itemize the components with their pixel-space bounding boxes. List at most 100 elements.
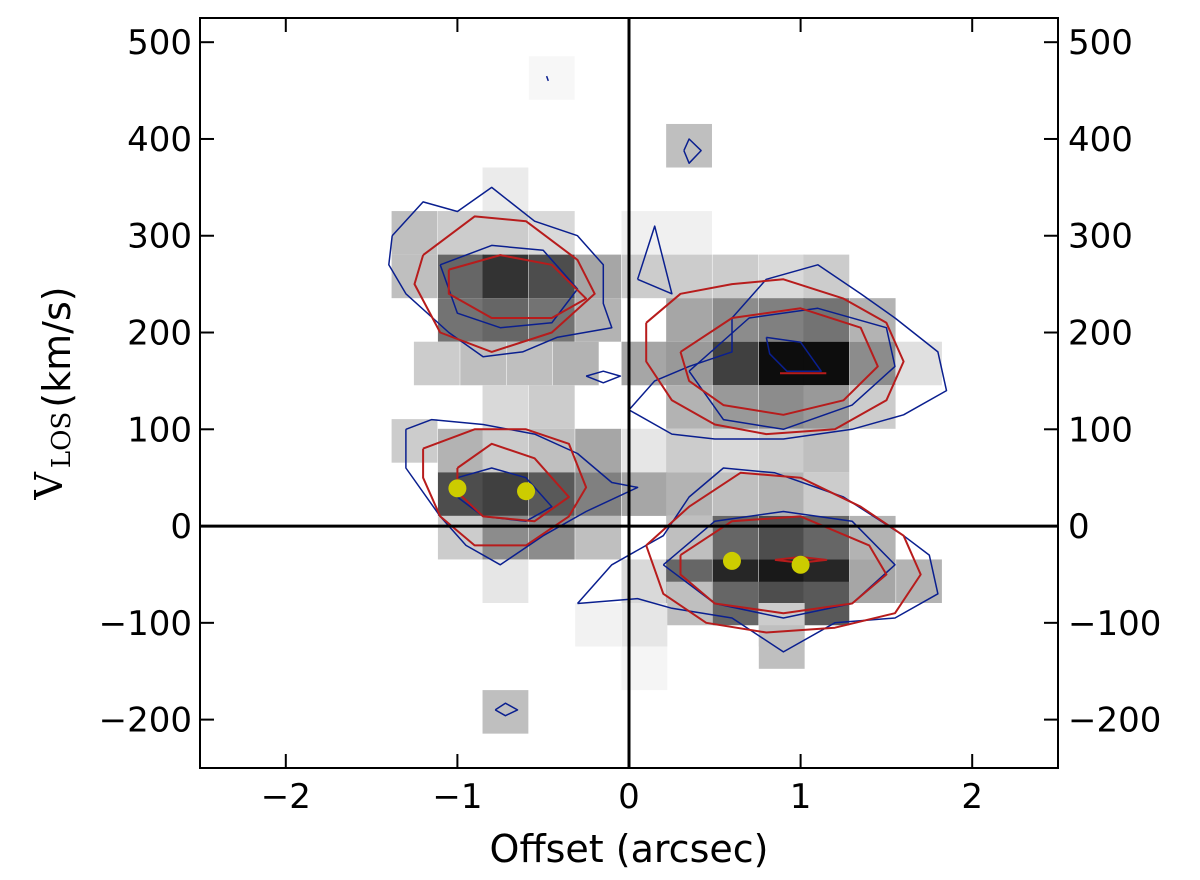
axis-ticks [200, 18, 1058, 768]
red-contour [774, 556, 828, 564]
red-contour [413, 215, 596, 353]
intensity-cell [758, 428, 805, 473]
intensity-cell [758, 385, 805, 429]
intensity-cell [803, 428, 850, 473]
intensity-cell [758, 298, 805, 342]
y-tick-labels-left: 500 400 300 200 100 0 −100 −200 [99, 23, 192, 740]
y-tick-label-right: 500 [1068, 23, 1133, 63]
y-tick-label: −200 [99, 701, 192, 741]
y-tick-label-right: 300 [1068, 217, 1133, 257]
y-tick-label: 100 [127, 410, 192, 450]
x-tick-label: −1 [432, 777, 482, 817]
intensity-cell [528, 385, 575, 429]
x-tick-label: 2 [961, 777, 983, 817]
red-contour [679, 515, 888, 615]
blue-contour [494, 702, 519, 717]
y-tick-label-right: −200 [1068, 701, 1161, 741]
intensity-cell [482, 428, 529, 473]
intensity-cell [803, 581, 850, 626]
intensity-cell [712, 298, 759, 342]
blue-contour [439, 244, 579, 329]
blue-contour [576, 467, 939, 653]
x-tick-label: 0 [618, 777, 640, 817]
red-contour [645, 471, 922, 634]
intensity-cell [666, 254, 712, 299]
y-axis-title-subscript: LOS [47, 412, 77, 468]
peak-marker [791, 555, 810, 574]
intensity-cell [391, 254, 438, 299]
intensity-cell [758, 472, 805, 516]
zero-lines [200, 18, 1058, 768]
x-axis-title: Offset (arcsec) [490, 827, 769, 871]
blue-contour [585, 370, 622, 384]
intensity-cell [849, 341, 896, 386]
red-contour [645, 278, 905, 436]
y-tick-label: 300 [127, 217, 192, 257]
intensity-cell [666, 472, 712, 516]
intensity-cell [712, 428, 759, 473]
intensity-cell [482, 559, 529, 603]
y-tick-label: 0 [170, 507, 192, 547]
intensity-cell [712, 515, 759, 560]
intensity-cell [482, 690, 529, 734]
y-tick-labels-right: 500 400 300 200 100 0 −100 −200 [1068, 23, 1161, 740]
intensity-cell [712, 472, 759, 516]
intensity-cell [528, 428, 575, 473]
blue-contour [456, 467, 553, 522]
blue-contour [545, 75, 550, 82]
intensity-cell [803, 341, 850, 386]
intensity-cell [413, 341, 460, 386]
intensity-cell [437, 211, 484, 255]
intensity-cell [482, 298, 529, 342]
intensity-cell [666, 123, 712, 168]
blue-contour [683, 138, 702, 164]
intensity-cell [575, 254, 622, 299]
intensity-cell [482, 515, 529, 560]
intensity-cell [712, 341, 759, 386]
peak-markers [448, 479, 810, 574]
red-contour [447, 254, 588, 319]
intensity-cell [803, 254, 850, 299]
x-tick-labels: −2 −1 0 1 2 [261, 777, 983, 817]
y-axis-title-main: V [27, 472, 71, 501]
intensity-cell [666, 298, 712, 342]
intensity-cell [849, 559, 896, 603]
intensity-cell [803, 515, 850, 560]
y-tick-label: 500 [127, 23, 192, 63]
blue-contour [662, 510, 896, 619]
y-tick-label: −100 [99, 604, 192, 644]
intensity-cell [712, 254, 759, 299]
red-contour [422, 428, 588, 547]
intensity-cell [803, 298, 850, 342]
intensity-cell [666, 211, 712, 255]
intensity-cell [803, 472, 850, 516]
x-tick-label: −2 [261, 777, 311, 817]
intensity-cell [803, 385, 850, 429]
y-tick-label-right: 100 [1068, 410, 1133, 450]
y-tick-label-right: 200 [1068, 314, 1133, 354]
intensity-cell [482, 254, 529, 299]
red-contour [679, 307, 879, 416]
blue-contour [765, 336, 822, 372]
blue-contour [636, 225, 673, 295]
blue-contour [688, 307, 896, 431]
intensity-cell [482, 385, 529, 429]
x-tick-label: 1 [790, 777, 812, 817]
intensity-cells [391, 56, 942, 734]
y-axis-title: V LOS (km/s) [27, 286, 79, 500]
intensity-cell [528, 56, 575, 100]
y-tick-label-right: 400 [1068, 120, 1133, 160]
peak-marker [517, 482, 536, 501]
y-axis-title-unit-text: (km/s) [35, 286, 79, 407]
y-tick-label: 200 [127, 314, 192, 354]
intensity-cell [666, 581, 712, 626]
peak-marker [448, 479, 467, 498]
intensity-cell [666, 515, 712, 560]
y-tick-label-right: 0 [1068, 507, 1090, 547]
y-tick-label-right: −100 [1068, 604, 1161, 644]
intensity-cell [391, 211, 438, 255]
y-tick-label: 400 [127, 120, 192, 160]
intensity-cell [575, 428, 622, 473]
blue-contour [628, 264, 948, 440]
